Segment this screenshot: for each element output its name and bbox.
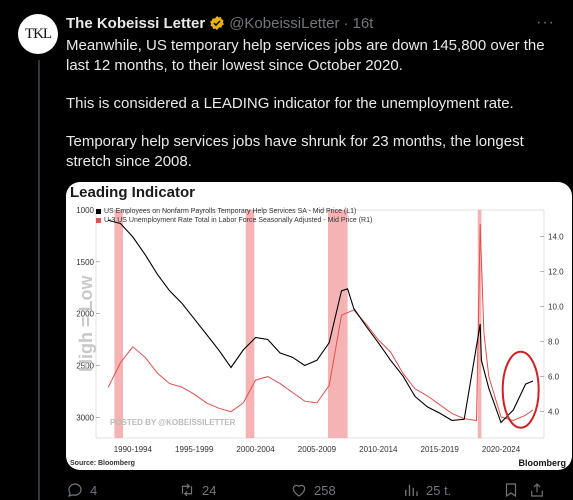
y-right-tick-label: 6.0 [548,373,560,382]
bookmark-icon [505,483,517,498]
chart-watermark: POSTED BY @KOBEISSILETTER [110,418,236,427]
plot-frame [95,209,545,439]
x-tick-label: 2020-2024 [482,445,521,454]
chart-svg: 1000 1500 2000 2500 3000 14.0 12.0 10.0 8.0 6.0 4.… [76,206,564,454]
y-left-tick-label: 3000 [76,413,94,422]
reply-button[interactable]: 4 [66,481,178,499]
x-tick-label: 2000-2004 [236,445,275,454]
y-right-tick-label: 4.0 [548,408,560,417]
legend-entry: U-3 US Unemployment Rate Total in Labor … [96,216,372,225]
legend-swatch [96,218,101,223]
like-count: 258 [314,482,336,498]
y-right-tick-label: 10.0 [548,302,564,311]
tweet-actions: 4 24 258 25 t. [66,480,556,500]
series-line-temp-help [108,219,534,424]
recession-band [477,210,482,438]
y-left-tick-label: 1000 [76,206,94,215]
y-right-tick-label: 14.0 [548,232,564,241]
retweet-button[interactable]: 24 [178,481,290,499]
tweet-paragraph: Meanwhile, US temporary help services jo… [66,37,545,74]
separator-dot: · [343,14,349,32]
tweet-paragraph: This is considered a LEADING indicator f… [66,95,514,112]
chart-legend: US Employees on Nonfarm Payrolls Tempora… [96,207,372,225]
chart-title: Leading Indicator [70,184,196,201]
share-button[interactable] [528,481,554,499]
y-left-tick-label: 2500 [76,361,94,370]
y-left-tick-label: 2000 [76,310,94,319]
y-left-tick-label: 1500 [76,258,94,267]
legend-label: U-3 US Unemployment Rate Total in Labor … [104,217,373,224]
recession-band [327,210,348,438]
recession-band [114,210,124,438]
series-line-unemployment [107,223,534,422]
x-tick-label: 2015-2019 [421,445,460,454]
like-button[interactable]: 258 [290,481,402,499]
heart-icon [292,484,306,497]
retweet-count: 24 [202,482,217,498]
tweet-media-chart[interactable]: Leading Indicator 1000 1500 2000 2500 3000 14… [66,182,572,470]
chart-source: Source: Bloomberg [70,460,135,467]
views-count: 25 t. [426,482,452,498]
x-tick-label: 2010-2014 [359,445,398,454]
author-name[interactable]: The Kobeissi Letter [66,14,206,32]
x-tick-label: 1990-1994 [114,445,153,454]
x-tick-label: 2005-2009 [298,445,337,454]
share-icon [531,483,543,497]
tweet-text: Meanwhile, US temporary help services jo… [66,36,556,190]
views-chart-icon [405,484,418,496]
recession-band [245,210,255,438]
x-tick-label: 1995-1999 [175,445,214,454]
tweet-header: The Kobeissi Letter @KobeissiLetter · 16… [66,13,373,33]
y-right-tick-label: 12.0 [548,267,564,276]
legend-swatch [96,209,101,214]
views-button[interactable]: 25 t. [402,481,502,499]
tweet-paragraph: Temporary help services jobs have shrunk… [66,133,524,170]
avatar[interactable]: TKL [18,14,58,54]
timestamp[interactable]: 16t [352,14,374,32]
retweet-icon [181,483,193,497]
axis-annotation: High = Low [76,275,96,373]
author-handle[interactable]: @KobeissiLetter [229,14,340,32]
chart-brand: Bloomberg [518,458,566,468]
avatar-text: TKL [24,25,52,42]
legend-label: US Employees on Nonfarm Payrolls Tempora… [104,208,357,215]
highlight-circle [501,350,540,429]
verified-badge-icon [210,16,225,30]
bookmark-button[interactable] [502,481,528,499]
reply-count: 4 [90,482,98,498]
more-options-icon[interactable]: ··· [536,14,555,31]
y-right-tick-label: 8.0 [548,338,560,347]
reply-icon [67,483,82,497]
legend-entry: US Employees on Nonfarm Payrolls Tempora… [96,207,372,216]
thread-line [38,60,40,500]
